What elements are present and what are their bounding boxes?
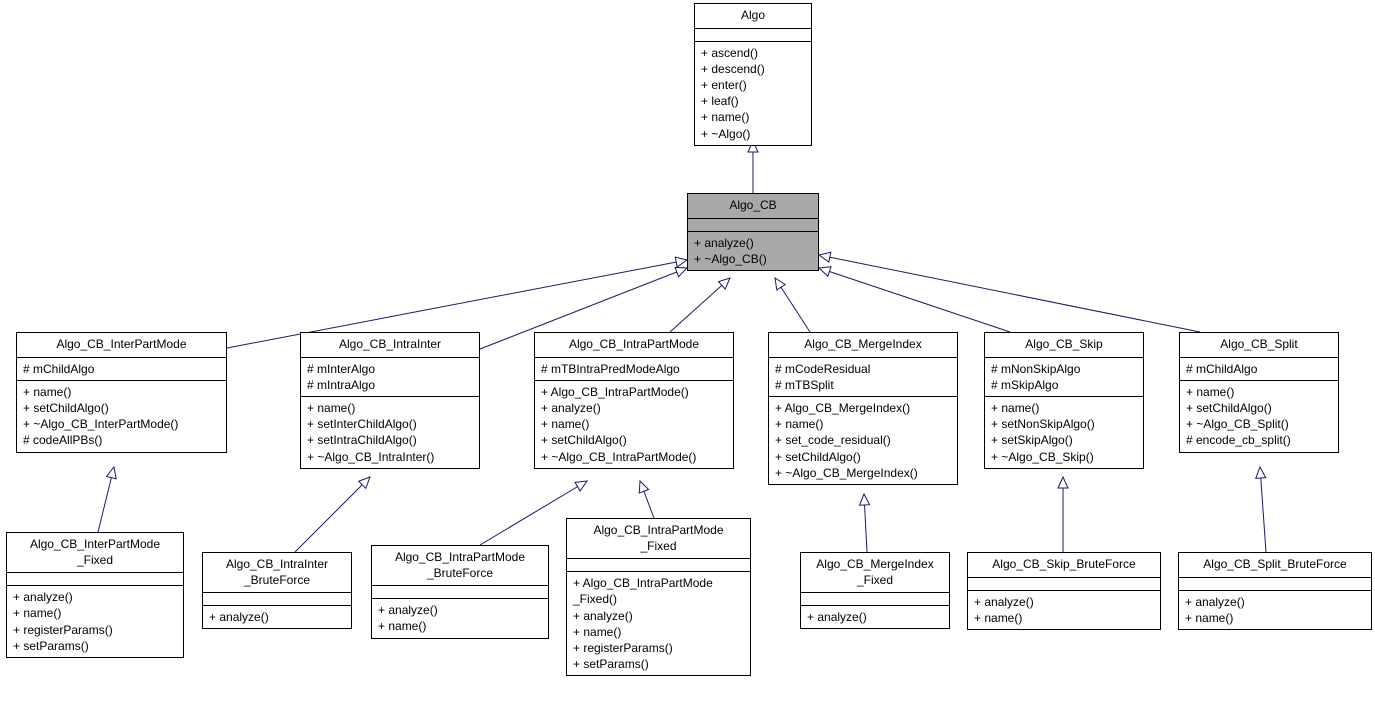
- class-interpartmode_fixed[interactable]: Algo_CB_InterPartMode _Fixed + analyze() …: [6, 532, 184, 658]
- class-operations: + Algo_CB_IntraPartMode _Fixed() + analy…: [567, 572, 750, 675]
- class-title: Algo_CB_InterPartMode: [17, 333, 226, 358]
- class-title: Algo_CB_IntraInter _BruteForce: [203, 553, 351, 593]
- class-title: Algo_CB_Skip: [985, 333, 1143, 358]
- class-operations: + analyze() + name(): [1179, 591, 1371, 629]
- class-intrainter[interactable]: Algo_CB_IntraInter# mInterAlgo # mIntraA…: [300, 332, 480, 469]
- class-intrapartmode[interactable]: Algo_CB_IntraPartMode# mTBIntraPredModeA…: [534, 332, 734, 469]
- class-title: Algo_CB_MergeIndex _Fixed: [801, 553, 949, 593]
- class-skip_bf[interactable]: Algo_CB_Skip_BruteForce + analyze() + nam…: [967, 552, 1161, 630]
- class-operations: + analyze() + name(): [372, 599, 548, 637]
- class-split[interactable]: Algo_CB_Split# mChildAlgo+ name() + setC…: [1179, 332, 1339, 453]
- class-operations: + name() + setInterChildAlgo() + setIntr…: [301, 397, 479, 468]
- class-title: Algo_CB_Split_BruteForce: [1179, 553, 1371, 578]
- inheritance-edge: [775, 278, 810, 332]
- class-operations: + analyze() + name(): [968, 591, 1160, 629]
- class-attributes: # mChildAlgo: [17, 358, 226, 381]
- class-operations: + name() + setChildAlgo() + ~Algo_CB_Spl…: [1180, 381, 1338, 452]
- class-attributes: [1179, 578, 1371, 591]
- class-attributes: [801, 593, 949, 606]
- class-title: Algo_CB_IntraPartMode _Fixed: [567, 519, 750, 559]
- class-attributes: # mNonSkipAlgo # mSkipAlgo: [985, 358, 1143, 397]
- inheritance-edge: [864, 494, 867, 552]
- uml-diagram: Algo + ascend() + descend() + enter() + l…: [0, 0, 1375, 713]
- class-title: Algo: [695, 4, 811, 29]
- class-title: Algo_CB_InterPartMode _Fixed: [7, 533, 183, 573]
- class-intrainter_bf[interactable]: Algo_CB_IntraInter _BruteForce + analyze(…: [202, 552, 352, 629]
- class-skip[interactable]: Algo_CB_Skip# mNonSkipAlgo # mSkipAlgo+ …: [984, 332, 1144, 469]
- class-attributes: # mChildAlgo: [1180, 358, 1338, 381]
- inheritance-edge: [819, 255, 1200, 332]
- class-operations: + analyze() + ~Algo_CB(): [688, 232, 818, 270]
- class-intrapartmode_bf[interactable]: Algo_CB_IntraPartMode _BruteForce + analy…: [371, 545, 549, 639]
- class-operations: + name() + setNonSkipAlgo() + setSkipAlg…: [985, 397, 1143, 468]
- class-attributes: [567, 559, 750, 572]
- class-operations: + Algo_CB_IntraPartMode() + analyze() + …: [535, 381, 733, 468]
- class-title: Algo_CB_Skip_BruteForce: [968, 553, 1160, 578]
- class-mergeindex[interactable]: Algo_CB_MergeIndex# mCodeResidual # mTBS…: [768, 332, 958, 485]
- class-algo[interactable]: Algo + ascend() + descend() + enter() + l…: [694, 3, 812, 146]
- class-operations: + analyze() + name() + registerParams() …: [7, 586, 183, 657]
- class-attributes: # mCodeResidual # mTBSplit: [769, 358, 957, 397]
- class-operations: + analyze(): [203, 606, 351, 628]
- inheritance-edge: [670, 278, 730, 332]
- class-title: Algo_CB_IntraPartMode _BruteForce: [372, 546, 548, 586]
- class-attributes: [688, 219, 818, 232]
- class-operations: + name() + setChildAlgo() + ~Algo_CB_Int…: [17, 381, 226, 452]
- class-title: Algo_CB_IntraPartMode: [535, 333, 733, 358]
- inheritance-edge: [295, 477, 370, 552]
- inheritance-edge: [640, 481, 654, 518]
- class-attributes: [372, 586, 548, 599]
- class-interpartmode[interactable]: Algo_CB_InterPartMode# mChildAlgo+ name(…: [16, 332, 227, 453]
- class-operations: + Algo_CB_MergeIndex() + name() + set_co…: [769, 397, 957, 484]
- class-title: Algo_CB_Split: [1180, 333, 1338, 358]
- inheritance-edge: [1260, 467, 1266, 552]
- class-title: Algo_CB: [688, 194, 818, 219]
- class-title: Algo_CB_MergeIndex: [769, 333, 957, 358]
- class-title: Algo_CB_IntraInter: [301, 333, 479, 358]
- class-attributes: # mTBIntraPredModeAlgo: [535, 358, 733, 381]
- inheritance-edge: [819, 268, 1010, 332]
- class-attributes: # mInterAlgo # mIntraAlgo: [301, 358, 479, 397]
- class-split_bf[interactable]: Algo_CB_Split_BruteForce + analyze() + na…: [1178, 552, 1372, 630]
- class-operations: + ascend() + descend() + enter() + leaf(…: [695, 42, 811, 145]
- class-attributes: [7, 573, 183, 586]
- class-intrapartmode_fixed[interactable]: Algo_CB_IntraPartMode _Fixed + Algo_CB_In…: [566, 518, 751, 676]
- class-mergeindex_fixed[interactable]: Algo_CB_MergeIndex _Fixed + analyze(): [800, 552, 950, 629]
- inheritance-edge: [98, 467, 114, 532]
- class-algo_cb[interactable]: Algo_CB + analyze() + ~Algo_CB(): [687, 193, 819, 271]
- class-operations: + analyze(): [801, 606, 949, 628]
- class-attributes: [968, 578, 1160, 591]
- class-attributes: [695, 29, 811, 42]
- class-attributes: [203, 593, 351, 606]
